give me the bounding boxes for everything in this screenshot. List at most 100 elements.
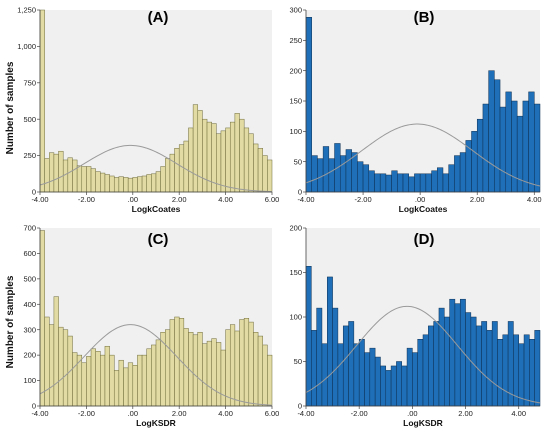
bar-d — [497, 339, 504, 407]
bar-a — [248, 133, 254, 193]
bar-c — [90, 348, 96, 407]
bar-a — [72, 159, 78, 193]
x-axis-label-d: LogKSDR — [403, 418, 443, 428]
bar-a — [165, 158, 171, 193]
bar-c — [58, 326, 64, 407]
y-tick-label-a: 0 — [32, 188, 36, 197]
bar-a — [239, 118, 245, 193]
y-tick-label-c: 700 — [23, 224, 36, 233]
bar-b — [368, 170, 375, 193]
bar-c — [104, 345, 110, 407]
bar-b — [414, 173, 421, 193]
bar-c — [169, 319, 175, 407]
bar-c — [81, 362, 87, 407]
y-tick-label-c: 300 — [23, 325, 36, 334]
bar-c — [234, 330, 240, 407]
bar-a — [49, 152, 55, 193]
bar-c — [220, 349, 226, 407]
bar-d — [454, 303, 461, 407]
bar-a — [262, 155, 268, 193]
panel-c: 0 100 200 300 400 500 600 700 -4.00 -2.00 .00 2.00 4… — [23, 224, 279, 428]
bar-b — [437, 167, 444, 193]
bar-d — [481, 321, 488, 407]
bar-d — [342, 325, 349, 407]
bar-a — [243, 127, 250, 193]
bar-a — [90, 168, 96, 193]
panel-b: 0 50 100 150 200 250 300 -4.00 -2.00 .00 2.00 4.00 L… — [289, 6, 541, 214]
bar-b — [425, 173, 432, 193]
y-tick-label-d: 0 — [298, 402, 302, 411]
bar-d — [380, 365, 387, 407]
bar-b — [442, 173, 449, 193]
bar-d — [412, 352, 418, 407]
bar-b — [351, 152, 358, 193]
bar-c — [72, 352, 78, 407]
bar-c — [113, 370, 120, 407]
bar-b — [339, 155, 347, 193]
bar-a — [44, 158, 50, 193]
bar-b — [488, 70, 495, 193]
bar-c — [95, 351, 101, 407]
x-tick-label-b: -4.00 — [297, 195, 314, 204]
bar-c — [267, 354, 273, 407]
bar-b — [305, 17, 312, 193]
y-tick-label-c: 500 — [23, 274, 36, 283]
bar-c — [248, 321, 254, 407]
x-tick-label-a: -2.00 — [78, 195, 95, 204]
bar-d — [433, 321, 440, 407]
bar-d — [321, 343, 328, 407]
bar-a — [267, 159, 273, 193]
bar-c — [146, 348, 152, 407]
bar-c — [137, 354, 143, 407]
x-tick-label-a: 6.00 — [265, 195, 280, 204]
x-tick-label-c: 4.00 — [218, 409, 233, 418]
bar-b — [374, 173, 381, 193]
y-tick-label-c: 600 — [23, 249, 36, 258]
bar-d — [438, 307, 445, 407]
bar-c — [155, 339, 161, 407]
bar-b — [345, 149, 352, 193]
y-tick-label-a: 1,000 — [17, 42, 36, 51]
bar-c — [253, 332, 259, 407]
bar-b — [391, 170, 398, 193]
bar-c — [44, 316, 50, 407]
bar-c — [132, 365, 138, 407]
x-tick-label-b: 2.00 — [470, 195, 485, 204]
bar-a — [104, 174, 110, 193]
y-tick-label-c: 100 — [23, 376, 36, 385]
bar-d — [529, 339, 535, 407]
bar-a — [229, 121, 236, 193]
bar-a — [192, 104, 199, 193]
normal-curve-d — [305, 305, 541, 404]
y-tick-label-a: 1,250 — [17, 6, 36, 15]
bar-d — [486, 330, 493, 407]
x-tick-label-b: 4.00 — [527, 195, 542, 204]
x-axis-label-c: LogKSDR — [136, 418, 176, 428]
x-tick-label-a: .00 — [128, 195, 138, 204]
bar-c — [39, 230, 45, 407]
bar-d — [465, 312, 472, 407]
y-axis-label-bottom: Number of samples — [5, 275, 16, 368]
bar-d — [417, 339, 424, 407]
y-tick-label-a: 250 — [23, 151, 36, 160]
bar-a — [100, 172, 106, 193]
bar-a — [62, 159, 69, 193]
bar-a — [146, 174, 152, 193]
x-tick-label-a: 2.00 — [172, 195, 187, 204]
bar-d — [385, 370, 392, 407]
bar-c — [62, 329, 69, 407]
y-tick-label-c: 400 — [23, 300, 36, 309]
bar-b — [311, 155, 318, 193]
x-tick-label-c: -2.00 — [78, 409, 95, 418]
bar-d — [449, 298, 456, 407]
bar-a — [183, 140, 189, 193]
bar-b — [317, 158, 324, 193]
panel-label-b: (B) — [414, 9, 435, 26]
bar-d — [374, 356, 381, 407]
bar-b — [459, 152, 467, 193]
y-tick-label-b: 50 — [294, 157, 302, 166]
panel-label-d: (D) — [414, 231, 435, 248]
bar-d — [305, 266, 312, 407]
bar-b — [528, 91, 535, 193]
normal-curve-c — [39, 324, 273, 406]
